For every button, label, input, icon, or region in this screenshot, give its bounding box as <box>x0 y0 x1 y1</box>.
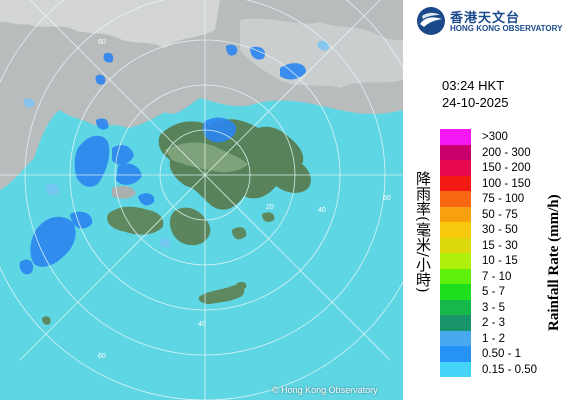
legend-swatch <box>440 284 471 300</box>
legend-label: 7 - 10 <box>482 270 512 283</box>
legend-swatch <box>440 144 471 160</box>
legend-label: 0.15 - 0.50 <box>482 363 537 376</box>
legend-swatch <box>440 237 471 253</box>
observatory-name-zh: 香港天文台 <box>450 11 521 26</box>
legend-label: >300 <box>482 131 508 143</box>
small-island <box>262 212 275 222</box>
outlying-island <box>236 281 247 289</box>
legend-swatch <box>440 299 471 315</box>
legend-title-zh: 降雨率(毫米/小時) <box>414 171 432 293</box>
outlying-island <box>198 284 245 304</box>
legend-swatch <box>440 315 471 331</box>
legend-swatch <box>440 268 471 284</box>
outlying-island <box>42 316 51 325</box>
hong-kong-island <box>169 207 211 246</box>
legend-label: 10 - 15 <box>482 255 518 267</box>
lantau-island <box>107 206 164 235</box>
legend-swatch <box>440 222 471 238</box>
range-rings <box>0 0 403 400</box>
range-label: 60 <box>98 353 106 360</box>
legend-swatch <box>440 129 471 145</box>
legend-swatch <box>440 346 471 362</box>
mountain-highlands <box>0 0 220 48</box>
light-rain-echoes <box>23 40 330 248</box>
range-label: 20 <box>266 204 274 211</box>
range-label: 40 <box>198 321 206 328</box>
airport-island <box>112 186 136 199</box>
lamma-island <box>232 227 247 240</box>
legend-swatch <box>440 253 471 269</box>
legend-label: 50 - 75 <box>482 208 518 221</box>
range-label: 40 <box>318 207 326 214</box>
rain-echoes <box>19 44 306 275</box>
legend-label: 3 - 5 <box>482 301 506 314</box>
legend-title-en: Rainfall Rate (mm/h) <box>546 194 562 332</box>
legend-swatch <box>440 191 471 207</box>
info-panel: 香港天文台 HONG KONG OBSERVATORY 03:24 HKT 24… <box>403 0 577 400</box>
legend-label: 75 - 100 <box>482 193 525 205</box>
observatory-logo[interactable]: 香港天文台 HONG KONG OBSERVATORY <box>416 4 576 38</box>
observatory-emblem-icon <box>417 7 445 35</box>
legend-label: 200 - 300 <box>482 146 531 159</box>
radar-map[interactable]: 60 20 40 60 40 60 © Hong Kong Observator… <box>0 0 403 400</box>
legend-label: 0.50 - 1 <box>482 348 521 360</box>
legend-label: 100 - 150 <box>482 177 531 190</box>
legend-swatch <box>440 330 471 346</box>
land-highlight <box>165 142 248 172</box>
legend-swatch <box>440 175 471 191</box>
observation-date: 24-10-2025 <box>442 95 509 110</box>
legend-swatch <box>440 160 471 176</box>
observation-time: 03:24 HKT <box>442 78 505 93</box>
legend-swatch <box>440 206 471 222</box>
legend-label: 5 - 7 <box>482 286 506 298</box>
legend-label: 1 - 2 <box>482 332 506 345</box>
legend-label: 2 - 3 <box>482 317 506 329</box>
range-label: 60 <box>383 195 391 202</box>
legend-label: 15 - 30 <box>482 239 518 252</box>
legend-label: 150 - 200 <box>482 162 531 174</box>
range-label: 60 <box>98 39 106 46</box>
copyright-notice: © Hong Kong Observatory <box>272 385 378 395</box>
legend-swatch <box>440 361 471 377</box>
legend-label: 30 - 50 <box>482 224 518 236</box>
observatory-name-en: HONG KONG OBSERVATORY <box>450 24 563 33</box>
